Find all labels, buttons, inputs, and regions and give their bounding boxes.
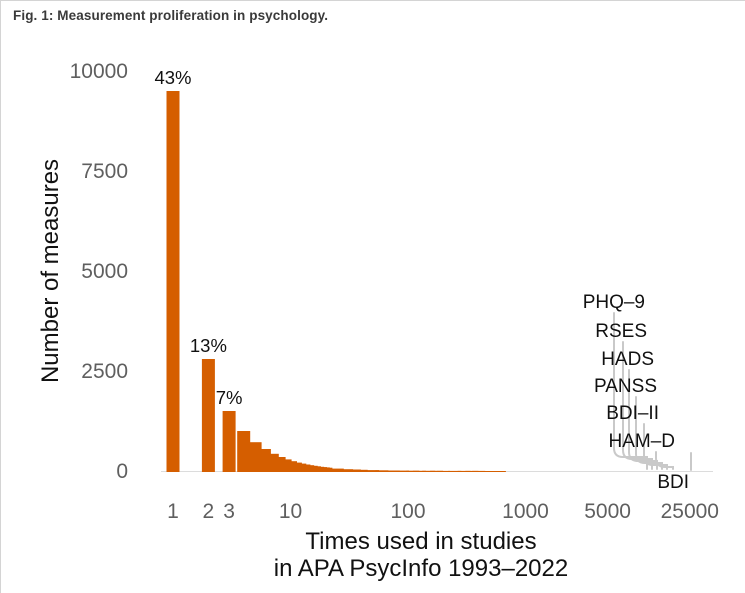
y-tick-label: 10000 (70, 60, 128, 83)
x-tick-label: 3 (223, 500, 235, 523)
bar-percent-label: 43% (154, 67, 191, 88)
y-tick-labels-group: 0 2500 5000 7500 10000 (70, 60, 128, 483)
annotation-label: PHQ–9 (583, 292, 645, 313)
histogram-bar (483, 471, 497, 472)
histogram-bar (492, 471, 506, 472)
histogram-bar (457, 470, 471, 472)
histogram-bar (375, 470, 389, 472)
histogram-bar (366, 470, 380, 472)
y-tick-label: 5000 (81, 260, 128, 283)
histogram-bar (166, 91, 180, 472)
histogram-bar (319, 467, 333, 472)
x-tick-label: 1000 (502, 500, 549, 523)
x-tick-label: 10 (279, 500, 302, 523)
x-tick-label: 100 (390, 500, 425, 523)
y-tick-label: 7500 (81, 160, 128, 183)
annotation-leader-line (655, 451, 674, 470)
histogram-bar (448, 470, 462, 472)
figure-title: Fig. 1: Measurement proliferation in psy… (13, 8, 329, 23)
histogram-bar (422, 470, 436, 472)
x-tick-label: 2 (203, 500, 215, 523)
x-tick-labels-group: 1 2 3 10 100 1000 5000 25000 (167, 500, 719, 523)
bar-percent-label: 13% (190, 335, 227, 356)
histogram-bar (347, 469, 361, 472)
histogram-bar (430, 470, 444, 472)
annotation-leader-lines-group (613, 312, 692, 471)
histogram-bar (465, 470, 479, 472)
histogram-bar (472, 470, 486, 472)
annotation-leader-line (613, 312, 648, 470)
bar-percent-labels-group: 43% 13% 7% (154, 67, 242, 408)
histogram-bar (222, 411, 236, 472)
annotation-label: HAM–D (608, 431, 675, 452)
histogram-bar (237, 431, 251, 472)
y-axis-title: Number of measures (37, 159, 64, 383)
annotation-leader-line (643, 423, 668, 470)
annotation-label: BDI–II (606, 403, 659, 424)
x-axis-title-line1: Times used in studies (305, 528, 536, 555)
histogram-bar (354, 469, 368, 472)
annotation-leader-line (635, 396, 663, 470)
bar-percent-label: 7% (216, 387, 243, 408)
histogram-bar (330, 468, 344, 472)
x-tick-label: 25000 (661, 500, 719, 523)
annotation-label: HADS (601, 349, 654, 370)
x-tick-label: 1 (167, 500, 179, 523)
annotation-label: BDI (657, 472, 689, 493)
y-tick-label: 2500 (81, 360, 128, 383)
annotation-labels-group: PHQ–9 RSES HADS PANSS BDI–II HAM–D BDI (583, 292, 689, 493)
histogram-bar (201, 359, 215, 472)
histogram-bar (386, 470, 400, 472)
bars-group (166, 91, 506, 472)
histogram-bar (412, 470, 426, 472)
x-tick-label: 5000 (584, 500, 631, 523)
y-tick-label: 0 (116, 460, 128, 483)
histogram-bar (340, 469, 354, 472)
histogram-bar (396, 470, 410, 472)
x-axis-title-line2: in APA PsycInfo 1993–2022 (274, 555, 568, 582)
histogram-bar (436, 470, 450, 472)
annotation-label: PANSS (594, 376, 657, 397)
annotation-label: RSES (595, 321, 647, 342)
